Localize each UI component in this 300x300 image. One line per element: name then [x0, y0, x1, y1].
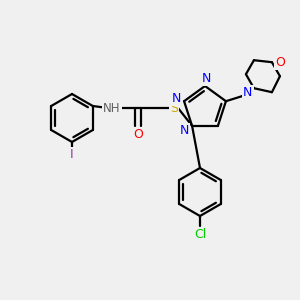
Text: O: O: [275, 56, 285, 69]
Text: O: O: [133, 128, 143, 140]
Text: N: N: [179, 124, 189, 137]
Text: O: O: [275, 56, 285, 69]
Text: S: S: [170, 101, 178, 115]
Text: Cl: Cl: [194, 227, 206, 241]
Text: NH: NH: [103, 101, 121, 115]
Text: O: O: [133, 128, 143, 140]
Text: I: I: [70, 148, 74, 160]
Text: I: I: [70, 148, 74, 160]
Text: N: N: [201, 71, 211, 85]
Text: N: N: [171, 92, 181, 105]
Text: N: N: [171, 92, 181, 105]
Text: NH: NH: [103, 101, 121, 115]
Text: N: N: [243, 86, 253, 99]
Text: N: N: [179, 124, 189, 137]
Text: N: N: [243, 86, 253, 99]
Text: S: S: [170, 101, 178, 115]
Text: Cl: Cl: [194, 227, 206, 241]
Text: N: N: [201, 71, 211, 85]
